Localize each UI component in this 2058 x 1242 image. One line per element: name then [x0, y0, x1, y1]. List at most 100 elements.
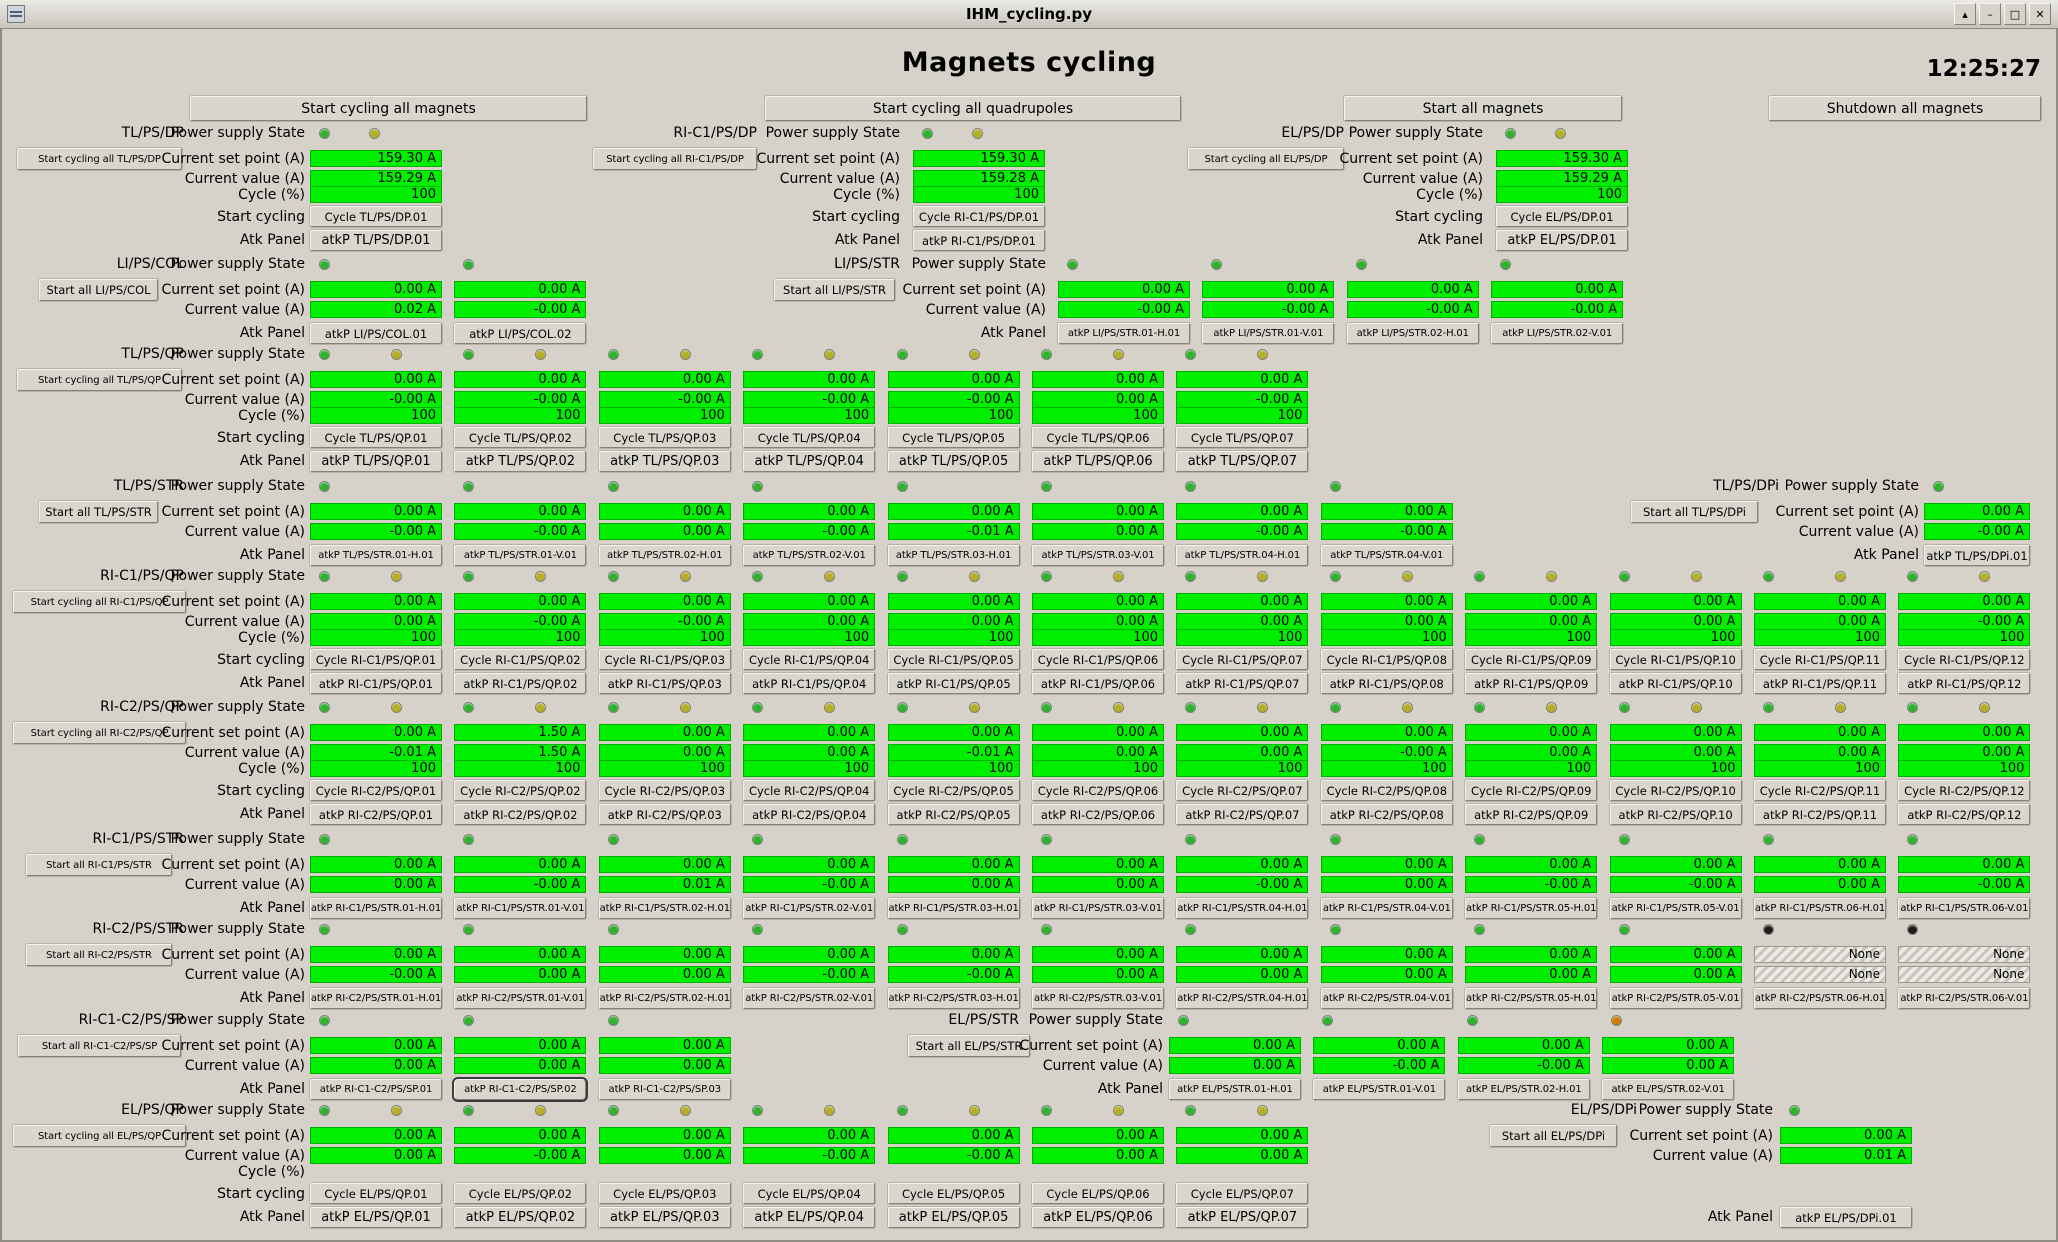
cycle-ri-c1-ps-qp-08-button[interactable]: Cycle RI-C1/PS/QP.08: [1320, 649, 1453, 670]
cycle-ri-c1-ps-qp-01-button[interactable]: Cycle RI-C1/PS/QP.01: [310, 649, 442, 670]
cycle-el-ps-qp-04-button[interactable]: Cycle EL/PS/QP.04: [743, 1183, 876, 1204]
atkp-tl-ps-dp-01-button[interactable]: atkP TL/PS/DP.01: [310, 230, 442, 251]
start-cycling-all-ri-c1-ps-qp-button[interactable]: Start cycling all RI-C1/PS/QP: [13, 591, 186, 613]
cycle-ri-c2-ps-qp-09-button[interactable]: Cycle RI-C2/PS/QP.09: [1465, 780, 1598, 801]
cycle-ri-c2-ps-qp-10-button[interactable]: Cycle RI-C2/PS/QP.10: [1609, 780, 1742, 801]
cycle-tl-ps-qp-03-button[interactable]: Cycle TL/PS/QP.03: [598, 427, 731, 448]
atkp-ri-c1-ps-qp-02-button[interactable]: atkP RI-C1/PS/QP.02: [454, 673, 587, 694]
atkp-li-ps-str-01-v-01-button[interactable]: atkP LI/PS/STR.01-V.01: [1202, 323, 1335, 344]
shade-button[interactable]: ▴: [1954, 3, 1976, 25]
atkp-tl-ps-str-02-h-01-button[interactable]: atkP TL/PS/STR.02-H.01: [598, 545, 731, 566]
atkp-ri-c1-ps-qp-06-button[interactable]: atkP RI-C1/PS/QP.06: [1032, 673, 1164, 694]
atkp-ri-c1-ps-qp-05-button[interactable]: atkP RI-C1/PS/QP.05: [887, 673, 1020, 694]
atkp-tl-ps-str-01-h-01-button[interactable]: atkP TL/PS/STR.01-H.01: [310, 545, 442, 566]
atkp-tl-ps-str-02-v-01-button[interactable]: atkP TL/PS/STR.02-V.01: [743, 545, 876, 566]
atkp-el-ps-qp-05-button[interactable]: atkP EL/PS/QP.05: [887, 1207, 1020, 1228]
maximize-button[interactable]: □: [2004, 3, 2026, 25]
atkp-ri-c1-ps-str-02-v-01-button[interactable]: atkP RI-C1/PS/STR.02-V.01: [743, 898, 876, 919]
atkp-ri-c2-ps-str-04-h-01-button[interactable]: atkP RI-C2/PS/STR.04-H.01: [1176, 988, 1309, 1009]
atkp-ri-c1-ps-str-04-h-01-button[interactable]: atkP RI-C1/PS/STR.04-H.01: [1176, 898, 1309, 919]
atkp-li-ps-str-02-h-01-button[interactable]: atkP LI/PS/STR.02-H.01: [1346, 323, 1479, 344]
atkp-ri-c1-ps-qp-04-button[interactable]: atkP RI-C1/PS/QP.04: [743, 673, 876, 694]
atkp-el-ps-qp-07-button[interactable]: atkP EL/PS/QP.07: [1176, 1207, 1309, 1228]
start-all-el-ps-dpi-button[interactable]: Start all EL/PS/DPi: [1490, 1125, 1617, 1147]
cycle-el-ps-qp-01-button[interactable]: Cycle EL/PS/QP.01: [310, 1183, 442, 1204]
atkp-ri-c1-ps-qp-09-button[interactable]: atkP RI-C1/PS/QP.09: [1465, 673, 1598, 694]
cycle-tl-ps-qp-05-button[interactable]: Cycle TL/PS/QP.05: [887, 427, 1020, 448]
atkp-tl-ps-qp-06-button[interactable]: atkP TL/PS/QP.06: [1032, 451, 1164, 472]
start-cycling-all-quadrupoles-button[interactable]: Start cycling all quadrupoles: [765, 96, 1181, 121]
cycle-ri-c1-ps-qp-09-button[interactable]: Cycle RI-C1/PS/QP.09: [1465, 649, 1598, 670]
cycle-ri-c2-ps-qp-08-button[interactable]: Cycle RI-C2/PS/QP.08: [1320, 780, 1453, 801]
atkp-ri-c2-ps-qp-08-button[interactable]: atkP RI-C2/PS/QP.08: [1320, 804, 1453, 825]
atkp-ri-c1-ps-str-03-v-01-button[interactable]: atkP RI-C1/PS/STR.03-V.01: [1032, 898, 1164, 919]
atkp-ri-c1-c2-ps-sp-03-button[interactable]: atkP RI-C1-C2/PS/SP.03: [598, 1079, 731, 1100]
atkp-ri-c1-ps-str-05-h-01-button[interactable]: atkP RI-C1/PS/STR.05-H.01: [1465, 898, 1598, 919]
atkp-ri-c1-ps-str-06-h-01-button[interactable]: atkP RI-C1/PS/STR.06-H.01: [1754, 898, 1886, 919]
atkp-ri-c1-ps-qp-07-button[interactable]: atkP RI-C1/PS/QP.07: [1176, 673, 1309, 694]
start-all-li-ps-col-button[interactable]: Start all LI/PS/COL: [39, 279, 158, 301]
atkp-el-ps-qp-06-button[interactable]: atkP EL/PS/QP.06: [1032, 1207, 1164, 1228]
atkp-ri-c1-ps-qp-08-button[interactable]: atkP RI-C1/PS/QP.08: [1320, 673, 1453, 694]
atkp-el-ps-qp-04-button[interactable]: atkP EL/PS/QP.04: [743, 1207, 876, 1228]
cycle-ri-c2-ps-qp-12-button[interactable]: Cycle RI-C2/PS/QP.12: [1898, 780, 2031, 801]
cycle-ri-c2-ps-qp-03-button[interactable]: Cycle RI-C2/PS/QP.03: [598, 780, 731, 801]
start-all-tl-ps-str-button[interactable]: Start all TL/PS/STR: [39, 501, 158, 523]
atkp-tl-ps-str-04-h-01-button[interactable]: atkP TL/PS/STR.04-H.01: [1176, 545, 1309, 566]
atkp-tl-ps-str-01-v-01-button[interactable]: atkP TL/PS/STR.01-V.01: [454, 545, 587, 566]
cycle-ri-c2-ps-qp-11-button[interactable]: Cycle RI-C2/PS/QP.11: [1754, 780, 1886, 801]
atkp-ri-c2-ps-qp-01-button[interactable]: atkP RI-C2/PS/QP.01: [310, 804, 442, 825]
cycle-ri-c2-ps-qp-01-button[interactable]: Cycle RI-C2/PS/QP.01: [310, 780, 442, 801]
cycle-el-ps-qp-05-button[interactable]: Cycle EL/PS/QP.05: [887, 1183, 1020, 1204]
atkp-ri-c1-ps-str-01-h-01-button[interactable]: atkP RI-C1/PS/STR.01-H.01: [310, 898, 442, 919]
start-cycling-all-magnets-button[interactable]: Start cycling all magnets: [190, 96, 587, 121]
atkp-ri-c1-ps-qp-03-button[interactable]: atkP RI-C1/PS/QP.03: [598, 673, 731, 694]
atkp-tl-ps-str-03-h-01-button[interactable]: atkP TL/PS/STR.03-H.01: [887, 545, 1020, 566]
minimize-button[interactable]: –: [1979, 3, 2001, 25]
atkp-el-ps-qp-02-button[interactable]: atkP EL/PS/QP.02: [454, 1207, 587, 1228]
cycle-ri-c2-ps-qp-07-button[interactable]: Cycle RI-C2/PS/QP.07: [1176, 780, 1309, 801]
atkp-li-ps-str-02-v-01-button[interactable]: atkP LI/PS/STR.02-V.01: [1491, 323, 1624, 344]
atkp-tl-ps-qp-01-button[interactable]: atkP TL/PS/QP.01: [310, 451, 442, 472]
start-all-li-ps-str-button[interactable]: Start all LI/PS/STR: [774, 279, 895, 301]
atkp-ri-c2-ps-qp-10-button[interactable]: atkP RI-C2/PS/QP.10: [1609, 804, 1742, 825]
atkp-ri-c2-ps-qp-07-button[interactable]: atkP RI-C2/PS/QP.07: [1176, 804, 1309, 825]
atkp-ri-c2-ps-str-02-v-01-button[interactable]: atkP RI-C2/PS/STR.02-V.01: [743, 988, 876, 1009]
start-all-ri-c1-ps-str-button[interactable]: Start all RI-C1/PS/STR: [26, 854, 172, 876]
cycle-ri-c1-ps-qp-02-button[interactable]: Cycle RI-C1/PS/QP.02: [454, 649, 587, 670]
cycle-ri-c1-ps-qp-11-button[interactable]: Cycle RI-C1/PS/QP.11: [1754, 649, 1886, 670]
cycle-el-ps-dp-01-button[interactable]: Cycle EL/PS/DP.01: [1496, 206, 1628, 227]
cycle-tl-ps-dp-01-button[interactable]: Cycle TL/PS/DP.01: [310, 206, 442, 227]
cycle-ri-c1-ps-qp-05-button[interactable]: Cycle RI-C1/PS/QP.05: [887, 649, 1020, 670]
start-all-el-ps-str-button[interactable]: Start all EL/PS/STR: [908, 1035, 1030, 1057]
start-cycling-all-tl-ps-dp-button[interactable]: Start cycling all TL/PS/DP: [17, 148, 182, 170]
atkp-ri-c2-ps-str-06-v-01-button[interactable]: atkP RI-C2/PS/STR.06-V.01: [1898, 988, 2031, 1009]
atkp-ri-c2-ps-qp-05-button[interactable]: atkP RI-C2/PS/QP.05: [887, 804, 1020, 825]
cycle-tl-ps-qp-06-button[interactable]: Cycle TL/PS/QP.06: [1032, 427, 1164, 448]
atkp-ri-c1-ps-dp-01-button[interactable]: atkP RI-C1/PS/DP.01: [913, 230, 1045, 251]
atkp-ri-c2-ps-qp-03-button[interactable]: atkP RI-C2/PS/QP.03: [598, 804, 731, 825]
start-all-magnets-button[interactable]: Start all magnets: [1344, 96, 1622, 121]
start-cycling-all-ri-c2-ps-qp-button[interactable]: Start cycling all RI-C2/PS/QP: [13, 722, 186, 744]
cycle-tl-ps-qp-07-button[interactable]: Cycle TL/PS/QP.07: [1176, 427, 1309, 448]
atkp-ri-c1-ps-qp-12-button[interactable]: atkP RI-C1/PS/QP.12: [1898, 673, 2031, 694]
atkp-ri-c1-c2-ps-sp-02-button[interactable]: atkP RI-C1-C2/PS/SP.02: [452, 1077, 589, 1102]
atkp-tl-ps-str-03-v-01-button[interactable]: atkP TL/PS/STR.03-V.01: [1032, 545, 1164, 566]
cycle-ri-c1-ps-qp-06-button[interactable]: Cycle RI-C1/PS/QP.06: [1032, 649, 1164, 670]
cycle-ri-c2-ps-qp-04-button[interactable]: Cycle RI-C2/PS/QP.04: [743, 780, 876, 801]
cycle-tl-ps-qp-04-button[interactable]: Cycle TL/PS/QP.04: [743, 427, 876, 448]
start-cycling-all-el-ps-qp-button[interactable]: Start cycling all EL/PS/QP: [13, 1125, 186, 1147]
atkp-el-ps-qp-01-button[interactable]: atkP EL/PS/QP.01: [310, 1207, 442, 1228]
atkp-ri-c2-ps-qp-02-button[interactable]: atkP RI-C2/PS/QP.02: [454, 804, 587, 825]
cycle-el-ps-qp-06-button[interactable]: Cycle EL/PS/QP.06: [1032, 1183, 1164, 1204]
start-cycling-all-tl-ps-qp-button[interactable]: Start cycling all TL/PS/QP: [17, 369, 182, 391]
atkp-li-ps-str-01-h-01-button[interactable]: atkP LI/PS/STR.01-H.01: [1058, 323, 1190, 344]
start-cycling-all-ri-c1-ps-dp-button[interactable]: Start cycling all RI-C1/PS/DP: [593, 148, 757, 170]
atkp-ri-c1-ps-str-06-v-01-button[interactable]: atkP RI-C1/PS/STR.06-V.01: [1898, 898, 2031, 919]
cycle-ri-c2-ps-qp-06-button[interactable]: Cycle RI-C2/PS/QP.06: [1032, 780, 1164, 801]
atkp-tl-ps-qp-03-button[interactable]: atkP TL/PS/QP.03: [598, 451, 731, 472]
atkp-tl-ps-str-04-v-01-button[interactable]: atkP TL/PS/STR.04-V.01: [1320, 545, 1453, 566]
atkp-li-ps-col-02-button[interactable]: atkP LI/PS/COL.02: [454, 323, 587, 344]
atkp-el-ps-dpi-01-button[interactable]: atkP EL/PS/DPi.01: [1780, 1207, 1912, 1228]
atkp-ri-c1-c2-ps-sp-01-button[interactable]: atkP RI-C1-C2/PS/SP.01: [310, 1079, 442, 1100]
